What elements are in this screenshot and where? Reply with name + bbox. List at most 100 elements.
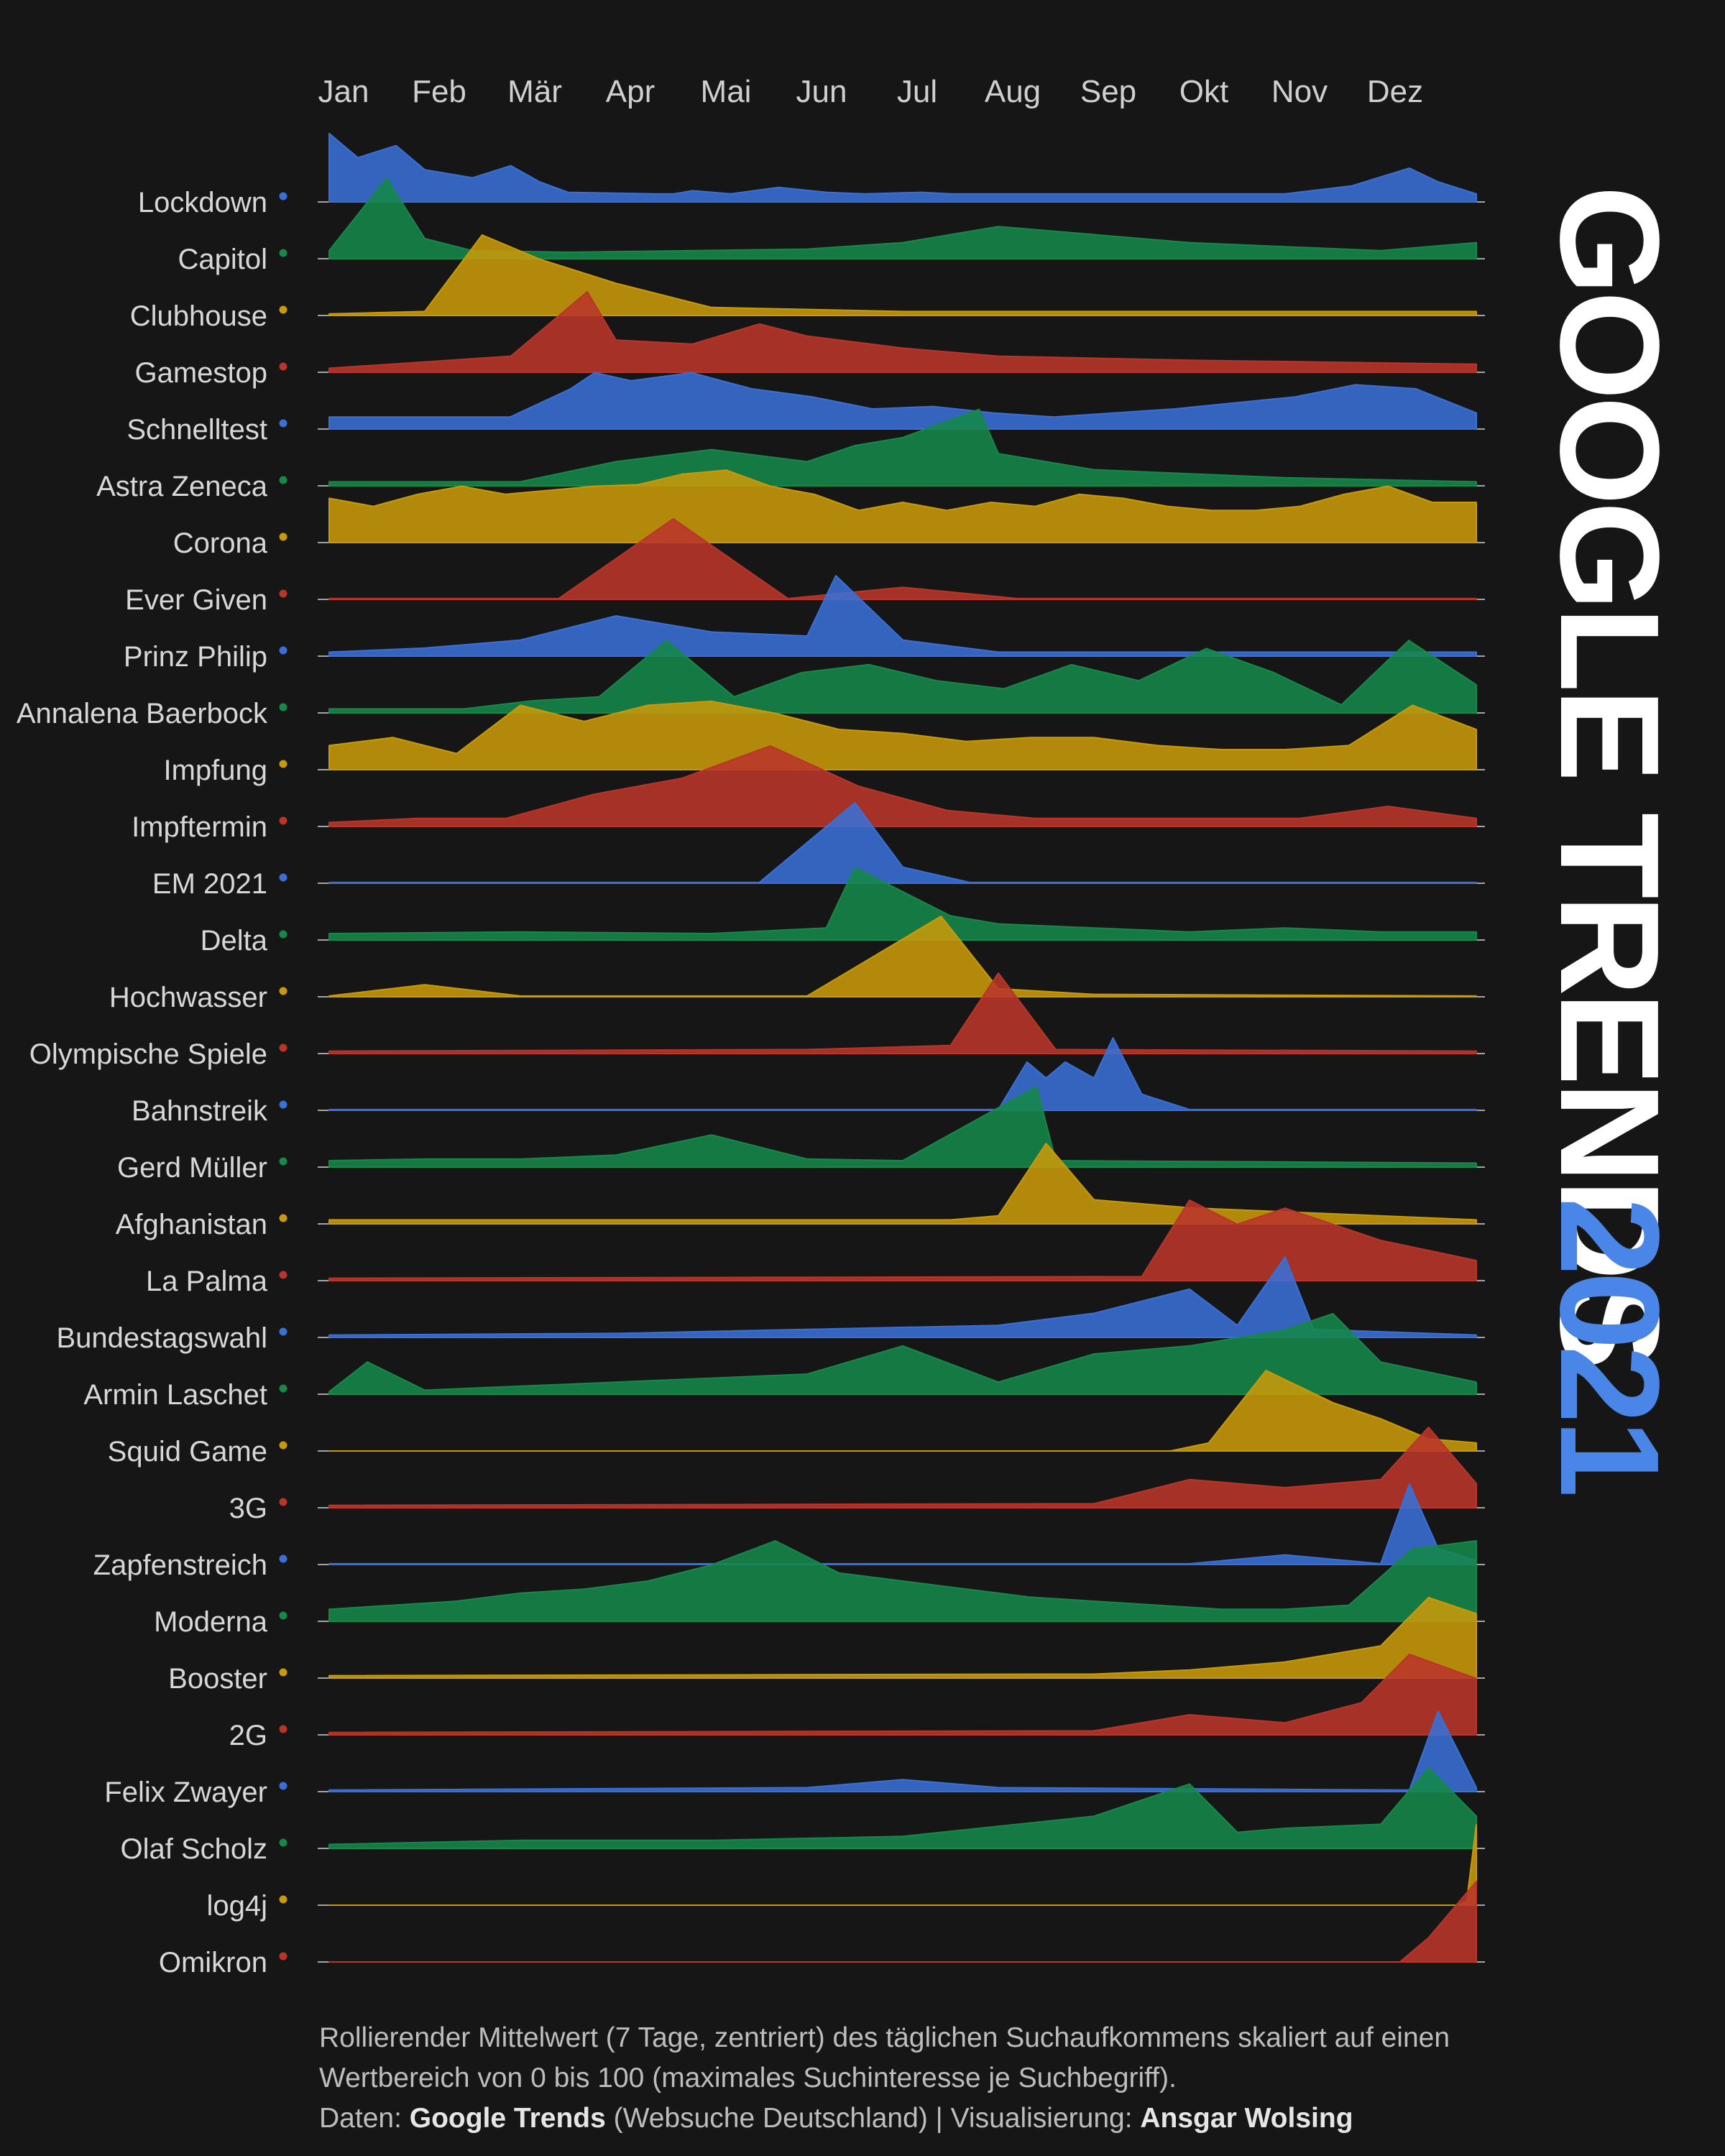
ridge-row-em-2021: EM 2021: [152, 802, 1485, 900]
area-log4j: [328, 1824, 1477, 1906]
legend-dot-afghanistan: [279, 1214, 288, 1222]
month-label-okt: Okt: [1179, 74, 1228, 109]
legend-dot-2g: [279, 1725, 288, 1733]
ridge-row-omikron: Omikron: [159, 1881, 1485, 1978]
series-label-felix-zwayer: Felix Zwayer: [104, 1777, 267, 1808]
legend-dot-astra-zeneca: [279, 476, 288, 484]
area-astra-zeneca: [328, 408, 1477, 487]
month-label-feb: Feb: [412, 74, 466, 109]
legend-dot-squid-game: [279, 1441, 288, 1450]
area-impfung: [328, 700, 1477, 770]
series-label-gamestop: Gamestop: [134, 357, 267, 389]
chart-caption: Rollierender Mittelwert (7 Tage, zentrie…: [319, 2018, 1498, 2139]
series-label-3g: 3G: [229, 1493, 267, 1524]
legend-dot-log4j: [279, 1895, 288, 1904]
month-label-mär: Mär: [507, 74, 562, 109]
series-label-hochwasser: Hochwasser: [109, 982, 267, 1013]
legend-dot-olaf-scholz: [279, 1838, 288, 1847]
ridge-row-gamestop: Gamestop: [134, 291, 1485, 389]
legend-dot-schnelltest: [279, 419, 288, 428]
area-gerd-müller: [328, 1086, 1477, 1168]
legend-dot-bahnstreik: [279, 1100, 288, 1109]
legend-dot-3g: [279, 1498, 288, 1506]
ridge-row-booster: Booster: [168, 1597, 1485, 1695]
month-label-dez: Dez: [1367, 74, 1423, 109]
area-gamestop: [328, 291, 1477, 373]
area-capitol: [328, 178, 1477, 259]
ridge-row-impftermin: Impftermin: [132, 745, 1485, 843]
area-olaf-scholz: [328, 1767, 1477, 1849]
area-hochwasser: [328, 916, 1477, 998]
ridge-row-ever-given: Ever Given: [125, 518, 1485, 616]
series-label-astra-zeneca: Astra Zeneca: [96, 471, 268, 502]
chart-title: GOOGLE TRENDS 2021: [1531, 185, 1688, 1494]
series-label-olaf-scholz: Olaf Scholz: [120, 1833, 267, 1865]
series-label-bahnstreik: Bahnstreik: [132, 1095, 268, 1127]
series-label-corona: Corona: [173, 528, 268, 559]
legend-dot-armin-laschet: [279, 1384, 288, 1393]
area-3g: [328, 1427, 1477, 1508]
series-label-moderna: Moderna: [154, 1606, 268, 1638]
series-label-em-2021: EM 2021: [152, 868, 267, 900]
ridge-row-astra-zeneca: Astra Zeneca: [96, 408, 1485, 502]
series-label-prinz-philip: Prinz Philip: [124, 641, 267, 673]
ridge-row-felix-zwayer: Felix Zwayer: [104, 1710, 1485, 1808]
ridge-row-3g: 3G: [229, 1427, 1485, 1524]
area-olympische-spiele: [328, 972, 1477, 1054]
caption-line-3: Daten: Google Trends (Websuche Deutschla…: [319, 2099, 1498, 2139]
legend-dot-omikron: [279, 1952, 288, 1961]
ridge-row-schnelltest: Schnelltest: [126, 372, 1485, 446]
series-label-schnelltest: Schnelltest: [126, 414, 267, 446]
area-2g: [328, 1654, 1477, 1736]
legend-dot-delta: [279, 930, 288, 939]
area-corona: [328, 469, 1477, 543]
area-annalena-baerbock: [328, 640, 1477, 714]
ridge-row-clubhouse: Clubhouse: [130, 234, 1485, 332]
month-label-nov: Nov: [1271, 74, 1328, 109]
ridge-row-armin-laschet: Armin Laschet: [83, 1313, 1485, 1411]
series-label-armin-laschet: Armin Laschet: [83, 1379, 267, 1411]
month-label-jul: Jul: [897, 74, 937, 109]
legend-dot-ever-given: [279, 589, 288, 598]
series-label-clubhouse: Clubhouse: [130, 300, 267, 332]
ridge-row-impfung: Impfung: [163, 700, 1485, 786]
area-delta: [328, 867, 1477, 941]
month-label-jun: Jun: [796, 74, 847, 109]
legend-dot-annalena-baerbock: [279, 703, 288, 711]
series-label-olympische-spiele: Olympische Spiele: [29, 1038, 267, 1070]
month-label-aug: Aug: [985, 74, 1041, 109]
month-axis-labels: Jan Feb Mär Apr Mai Jun Jul Aug Sep Okt Nov Dez: [318, 74, 1424, 109]
ridge-row-lockdown: Lockdown: [138, 132, 1485, 218]
series-label-capitol: Capitol: [178, 244, 267, 275]
area-schnelltest: [328, 372, 1477, 430]
title-year: 2021: [1531, 1197, 1688, 1494]
series-label-omikron: Omikron: [159, 1947, 267, 1978]
area-em-2021: [328, 802, 1477, 884]
legend-dot-impftermin: [279, 816, 288, 825]
legend-dot-zapfenstreich: [279, 1554, 288, 1563]
legend-dot-gerd-müller: [279, 1157, 288, 1166]
legend-dot-em-2021: [279, 873, 288, 882]
legend-dot-felix-zwayer: [279, 1782, 288, 1790]
caption-source: Google Trends: [409, 2103, 606, 2134]
month-label-jan: Jan: [318, 74, 369, 109]
series-label-delta: Delta: [201, 925, 268, 957]
caption-middle: (Websuche Deutschland) | Visualisierung:: [605, 2103, 1141, 2134]
ridge-row-annalena-baerbock: Annalena Baerbock: [17, 640, 1485, 729]
series-label-impftermin: Impftermin: [132, 811, 267, 843]
ridge-row-hochwasser: Hochwasser: [109, 916, 1485, 1013]
legend-dot-lockdown: [279, 192, 288, 201]
area-booster: [328, 1597, 1477, 1679]
ridge-row-corona: Corona: [173, 469, 1485, 559]
series-label-bundestagswahl: Bundestagswahl: [56, 1322, 267, 1354]
ridge-row-moderna: Moderna: [154, 1540, 1485, 1638]
month-label-apr: Apr: [606, 74, 655, 109]
caption-data-prefix: Daten:: [319, 2103, 410, 2134]
legend-dot-bundestagswahl: [279, 1327, 288, 1336]
ridge-row-bundestagswahl: Bundestagswahl: [56, 1256, 1485, 1354]
caption-author: Ansgar Wolsing: [1140, 2103, 1353, 2134]
legend-dot-gamestop: [279, 362, 288, 371]
legend-dot-capitol: [279, 249, 288, 257]
legend-dot-impfung: [279, 760, 288, 768]
series-label-booster: Booster: [168, 1663, 267, 1695]
